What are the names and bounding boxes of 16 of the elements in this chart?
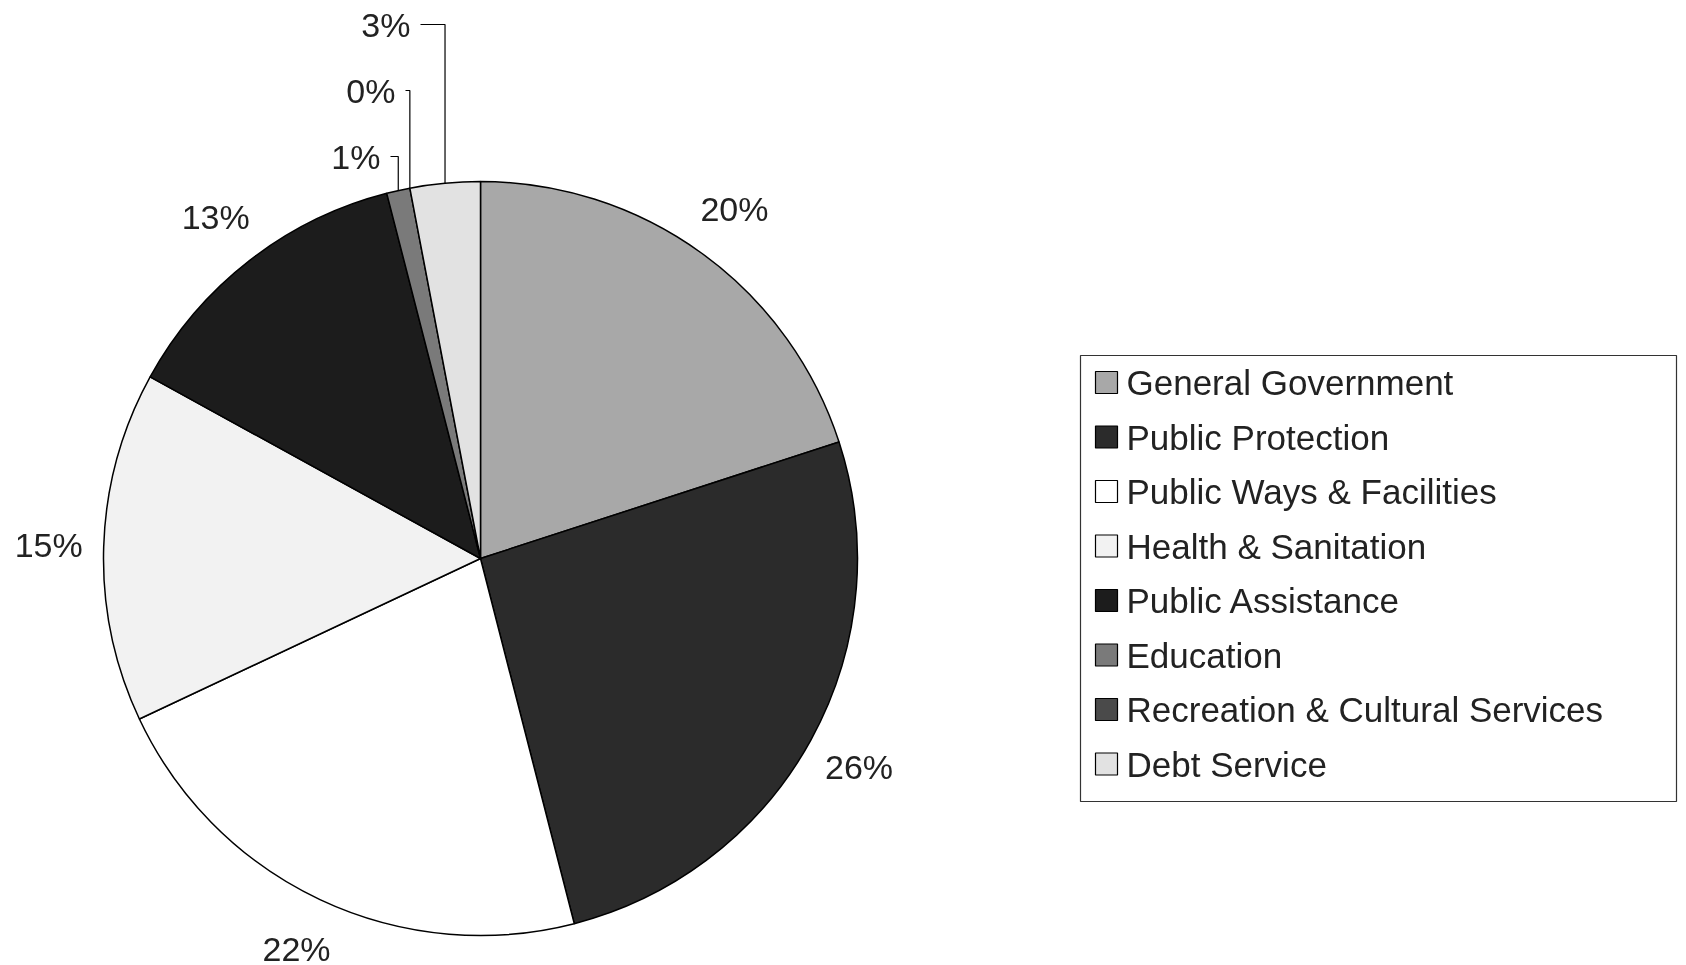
- data-label: 26%: [825, 747, 894, 786]
- legend-label: Recreation & Cultural Services: [1126, 690, 1604, 729]
- legend-label: Public Protection: [1126, 417, 1390, 457]
- legend-label: Education: [1126, 635, 1283, 675]
- data-label: 15%: [14, 525, 83, 564]
- legend-label: General Government: [1126, 363, 1454, 402]
- data-label: 1%: [331, 137, 381, 176]
- legend-label: Debt Service: [1126, 744, 1327, 784]
- data-label: 22%: [262, 930, 331, 965]
- legend-label: Public Ways & Facilities: [1126, 472, 1497, 511]
- data-label: 13%: [181, 198, 250, 237]
- legend-label: Health & Sanitation: [1126, 526, 1427, 566]
- text: 0%: [346, 71, 396, 110]
- legend-label: Public Assistance: [1126, 581, 1399, 620]
- data-label: 3%: [361, 5, 411, 44]
- data-label: 20%: [700, 190, 769, 228]
